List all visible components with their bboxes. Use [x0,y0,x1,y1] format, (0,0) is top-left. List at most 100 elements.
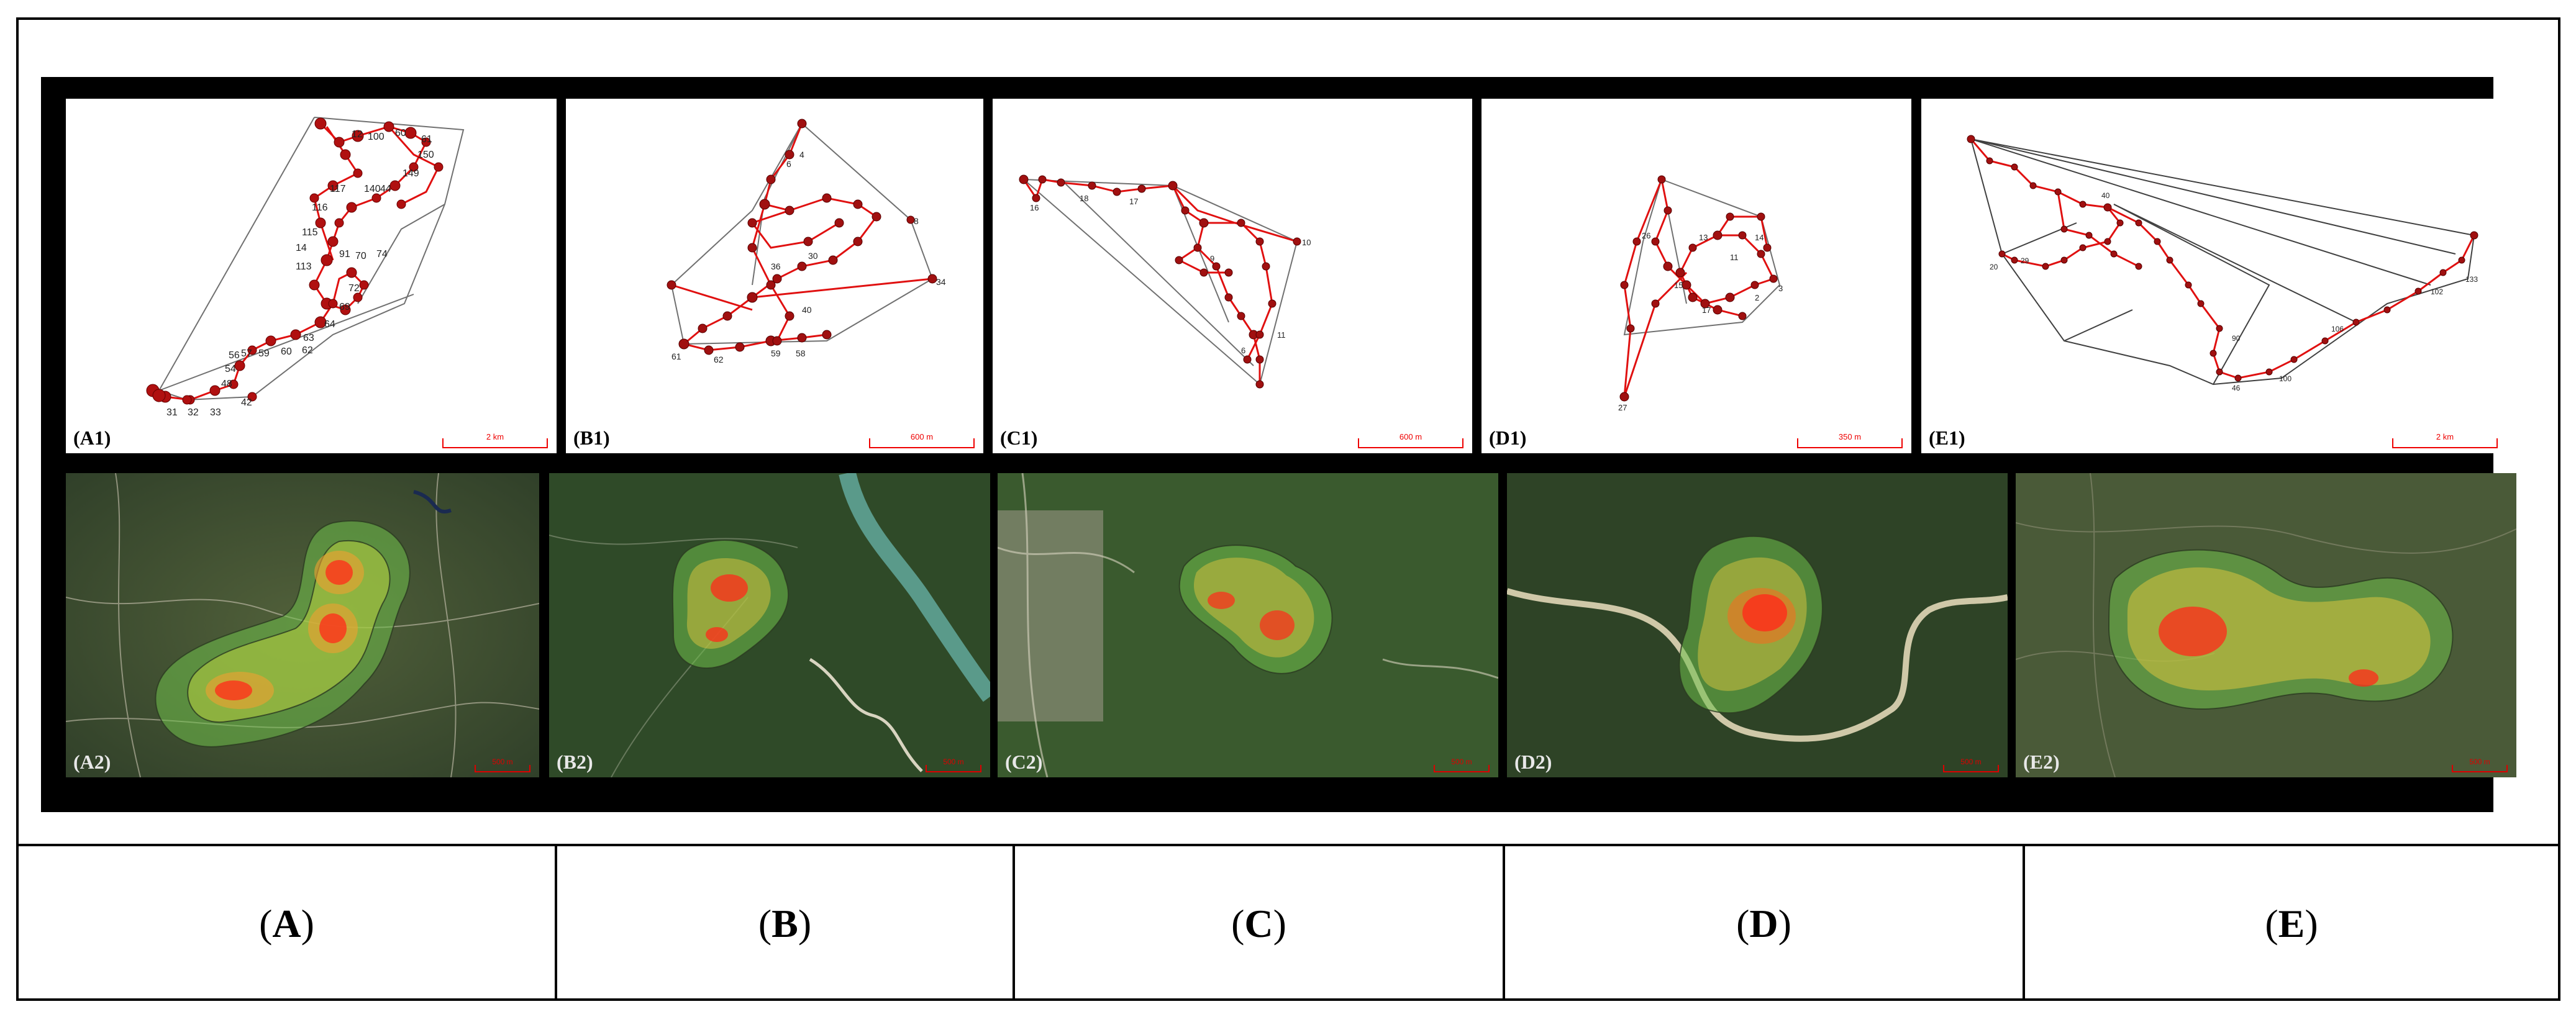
node-label: 63 [303,333,314,343]
table-column-divider [1503,844,1505,1001]
panel-label: (A2) [73,751,111,773]
node-label: 150 [417,150,434,160]
node-label: 17 [1702,305,1711,315]
table-column-divider [555,844,557,1001]
scale-bar: 500 m [2452,757,2508,772]
node-label: 62 [714,355,724,364]
node-label: 17 [1129,197,1138,206]
density-map-e2: (E2) 500 m [2016,473,2516,777]
node-label: 6 [1241,346,1245,355]
node-label: 64 [324,319,335,330]
satellite-density-b2 [549,473,990,777]
node-label: 46 [2232,384,2241,392]
node-label: 106 [2331,325,2344,333]
panel-label: (E1) [1929,427,1965,449]
satellite-density-c2 [998,473,1498,777]
node-label: 11 [1730,253,1739,262]
column-label-c: (C) [1231,901,1286,946]
node-label: 3 [1778,284,1783,293]
node-label: 48 [221,379,232,389]
track-panel-c1: 16 18 17 10 9 11 6 (C1) 600 m [993,99,1472,453]
node-label: 6 [786,159,791,169]
table-column-divider [1013,844,1015,1001]
density-map-c2: (C2) 500 m [998,473,1498,777]
node-label: 15 [1674,281,1683,290]
node-label: 62 [302,345,313,356]
node-label: 40 [802,305,812,315]
node-label: 26 [1642,231,1650,240]
node-label: 74 [376,249,388,260]
panel-label: (E2) [2023,751,2060,773]
scale-bar: 600 m [869,432,975,448]
scale-bar: 2 km [442,432,548,448]
node-label: 34 [936,277,946,287]
column-label-b: (B) [758,901,812,946]
table-column-divider [2023,844,2025,1001]
node-label: 11 [1277,330,1286,340]
node-label: 10 [1302,238,1311,247]
track-panel-a1: 12 100 60 61 150 149 140 44 117 116 115 … [66,99,557,453]
node-label: 61 [421,134,432,145]
node-label: 58 [796,348,806,358]
node-label: 91 [339,249,350,260]
node-label: 102 [2431,287,2443,296]
node-label: 115 [302,227,318,238]
node-label: 9 [1210,254,1214,263]
node-label: 12 [352,129,363,140]
density-map-a2: (A2) 500 m [66,473,539,777]
node-label: 117 [330,184,346,194]
node-label: 33 [210,407,221,418]
node-label: 2 [1755,293,1759,302]
scale-bar: 500 m [1943,757,1999,772]
node-label: 54 [225,364,236,374]
track-network-a1: 12 100 60 61 150 149 140 44 117 116 115 … [146,117,465,418]
density-map-d2: (D2) 500 m [1507,473,2008,777]
node-label: 8 [914,216,919,226]
node-label: 60 [395,128,406,138]
node-label: 69 [339,302,350,312]
track-panel-b1: 6 4 8 34 36 30 40 61 62 59 58 (B1) 600 m [566,99,983,453]
track-network-b1: 6 4 8 34 36 30 40 61 62 59 58 [667,119,946,364]
density-map-b2: (B2) 500 m [549,473,990,777]
node-label: 56 [229,350,240,361]
satellite-density-a2 [66,473,539,777]
node-label: 30 [808,251,818,261]
scale-bar: 600 m [1358,432,1463,448]
scale-bar: 500 m [926,757,981,772]
track-network-c1: 16 18 17 10 9 11 6 [1019,174,1311,389]
node-label: 57 [241,348,252,359]
node-label: 13 [1699,233,1708,242]
track-network-d1: 26 13 14 11 15 17 3 2 27 [1618,175,1783,412]
node-label: 18 [1080,194,1088,203]
node-label: 27 [1618,403,1627,412]
column-label-d: (D) [1736,901,1791,946]
scale-bar: 500 m [475,757,530,772]
panel-label: (C2) [1005,751,1043,773]
track-panel-e1: 40 29 20 133 102 106 90 100 46 (E1) 2 km [1921,99,2506,453]
panel-label: (B2) [557,751,593,773]
panel-label: (A1) [73,427,111,449]
node-label: 29 [2021,256,2029,265]
node-label: 16 [1030,203,1039,212]
node-label: 42 [241,397,252,408]
node-label: 149 [403,168,419,179]
node-label: 116 [312,202,328,213]
panel-label: (C1) [1000,427,1038,449]
scale-bar: 2 km [2392,432,2498,448]
node-label: 32 [188,407,199,418]
node-label: 4 [799,150,804,160]
node-label: 59 [771,348,781,358]
node-label: 36 [771,261,781,271]
node-label: 100 [368,132,385,142]
node-label: 59 [258,348,270,359]
column-label-e: (E) [2265,901,2318,946]
node-label: 113 [296,261,312,272]
node-label: 44 [380,184,391,194]
node-label: 72 [348,283,360,294]
panel-label: (B1) [573,427,610,449]
node-label: 61 [671,351,681,361]
node-label: 60 [281,346,292,357]
track-panel-d1: 26 13 14 11 15 17 3 2 27 (D1) 350 m [1481,99,1911,453]
scale-bar: 350 m [1797,432,1903,448]
node-label: 14 [1755,233,1764,242]
